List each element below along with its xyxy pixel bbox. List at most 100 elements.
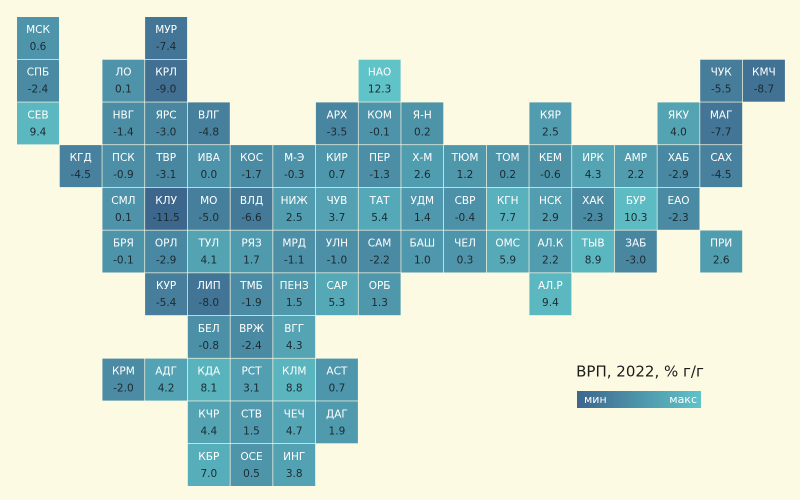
legend-bar [577,391,701,408]
region-code: ИРК [582,152,604,164]
region-tile [273,358,316,401]
region-value: -2.4 [241,340,262,352]
region-tile [572,187,615,230]
region-tile [145,230,188,273]
region-value: -5.5 [711,84,732,96]
region-code: ЯРС [156,109,177,121]
region-code: ТЫВ [581,238,605,250]
region-code: РЯЗ [241,238,262,250]
region-value: 3.8 [286,468,303,480]
region-value: 7.7 [499,212,516,224]
region-tile [529,145,572,188]
region-value: -2.9 [668,169,689,181]
region-code: ВРЖ [239,323,265,335]
region-value: -0.9 [113,169,134,181]
region-code: ВЛГ [198,109,220,121]
region-code: ОРБ [369,280,391,292]
region-code: МО [200,195,217,207]
region-code: САХ [710,152,732,164]
region-value: 1.7 [243,255,260,267]
region-tile [657,145,700,188]
region-tile [315,273,358,316]
region-code: АДГ [155,366,177,378]
region-tile [700,230,743,273]
region-tile [529,273,572,316]
region-code: БУР [626,195,646,207]
region-value: 2.9 [542,212,559,224]
region-value: 7.0 [200,468,217,480]
region-value: -6.6 [241,212,262,224]
region-tile [273,273,316,316]
region-code: КГН [497,195,519,207]
region-value: 1.5 [243,425,260,437]
region-value: -5.0 [199,212,220,224]
region-code: ЕАО [667,195,689,207]
region-code: БЕЛ [198,323,220,335]
region-code: АЛ.Р [538,280,563,292]
region-value: -2.0 [113,383,134,395]
region-code: КРМ [112,366,135,378]
region-code: АЛ.К [537,238,563,250]
region-code: КУР [156,280,176,292]
region-code: АМР [625,152,648,164]
region-code: САР [326,280,347,292]
region-code: КЯР [540,109,561,121]
region-tile [187,230,230,273]
region-tile [315,187,358,230]
region-code: КГД [70,152,92,164]
region-code: М-Э [284,152,304,164]
region-code: ТЮМ [451,152,479,164]
region-code: МАГ [710,109,733,121]
region-code: ХАК [582,195,604,207]
region-value: -8.7 [754,84,775,96]
region-tile [444,230,486,273]
region-value: 2.2 [542,255,559,267]
region-code: ДАГ [326,408,348,420]
region-code: КЛМ [282,366,306,378]
region-value: 1.4 [414,212,431,224]
region-code: КЕМ [539,152,562,164]
region-tile [572,230,615,273]
region-value: -1.3 [369,169,390,181]
region-code: КИР [326,152,348,164]
region-value: -1.7 [241,169,262,181]
region-value: -0.1 [113,255,134,267]
region-code: ОМС [495,238,520,250]
region-code: УЛН [326,238,348,250]
region-value: 0.1 [115,212,132,224]
region-tile [486,230,529,273]
region-code: СМЛ [111,195,135,207]
region-tile [102,187,145,230]
region-tile [102,230,145,273]
region-value: -7.7 [711,126,732,138]
region-tile [401,102,444,145]
region-value: -0.4 [455,212,476,224]
region-code: СЕВ [27,109,48,121]
region-code: БРЯ [113,238,134,250]
region-value: -11.5 [153,212,180,224]
region-value: 2.2 [627,169,644,181]
region-tile [315,102,358,145]
region-code: ОРЛ [155,238,178,250]
region-value: 0.2 [414,126,431,138]
region-code: ТМБ [239,280,263,292]
region-tile [17,102,59,145]
region-tile [102,358,145,401]
region-code: МРД [282,238,306,250]
region-code: ТОМ [495,152,520,164]
region-tile [230,358,273,401]
region-value: 2.6 [713,255,730,267]
region-tile [614,145,657,188]
region-code: НВГ [113,109,135,121]
region-value: -2.4 [28,84,49,96]
region-code: ВЛД [240,195,263,207]
region-value: 0.3 [457,255,474,267]
region-value: -0.3 [284,169,305,181]
region-code: МУР [155,24,177,36]
region-tile [315,401,358,444]
region-code: ЧУК [711,67,733,79]
region-tile [529,102,572,145]
region-value: 4.2 [158,383,175,395]
region-value: 3.7 [329,212,346,224]
region-code: ПРИ [710,238,732,250]
